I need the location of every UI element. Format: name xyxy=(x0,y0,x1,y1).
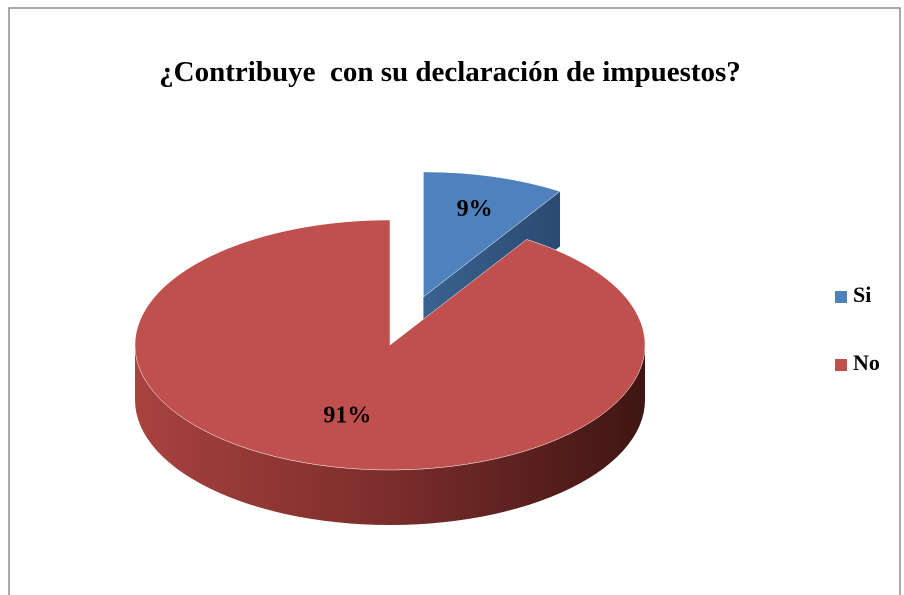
legend-label: No xyxy=(853,350,880,375)
data-label: 9% xyxy=(457,196,493,222)
slice xyxy=(423,171,561,298)
chart-title: ¿Contribuye con su declaración de impues… xyxy=(159,56,741,88)
chart-border xyxy=(8,7,901,595)
slice xyxy=(134,219,646,471)
legend-label: Si xyxy=(853,282,871,307)
legend-swatch xyxy=(835,359,847,371)
legend-swatch xyxy=(835,291,847,303)
slice-side xyxy=(135,345,645,525)
data-label: 91% xyxy=(323,403,371,429)
